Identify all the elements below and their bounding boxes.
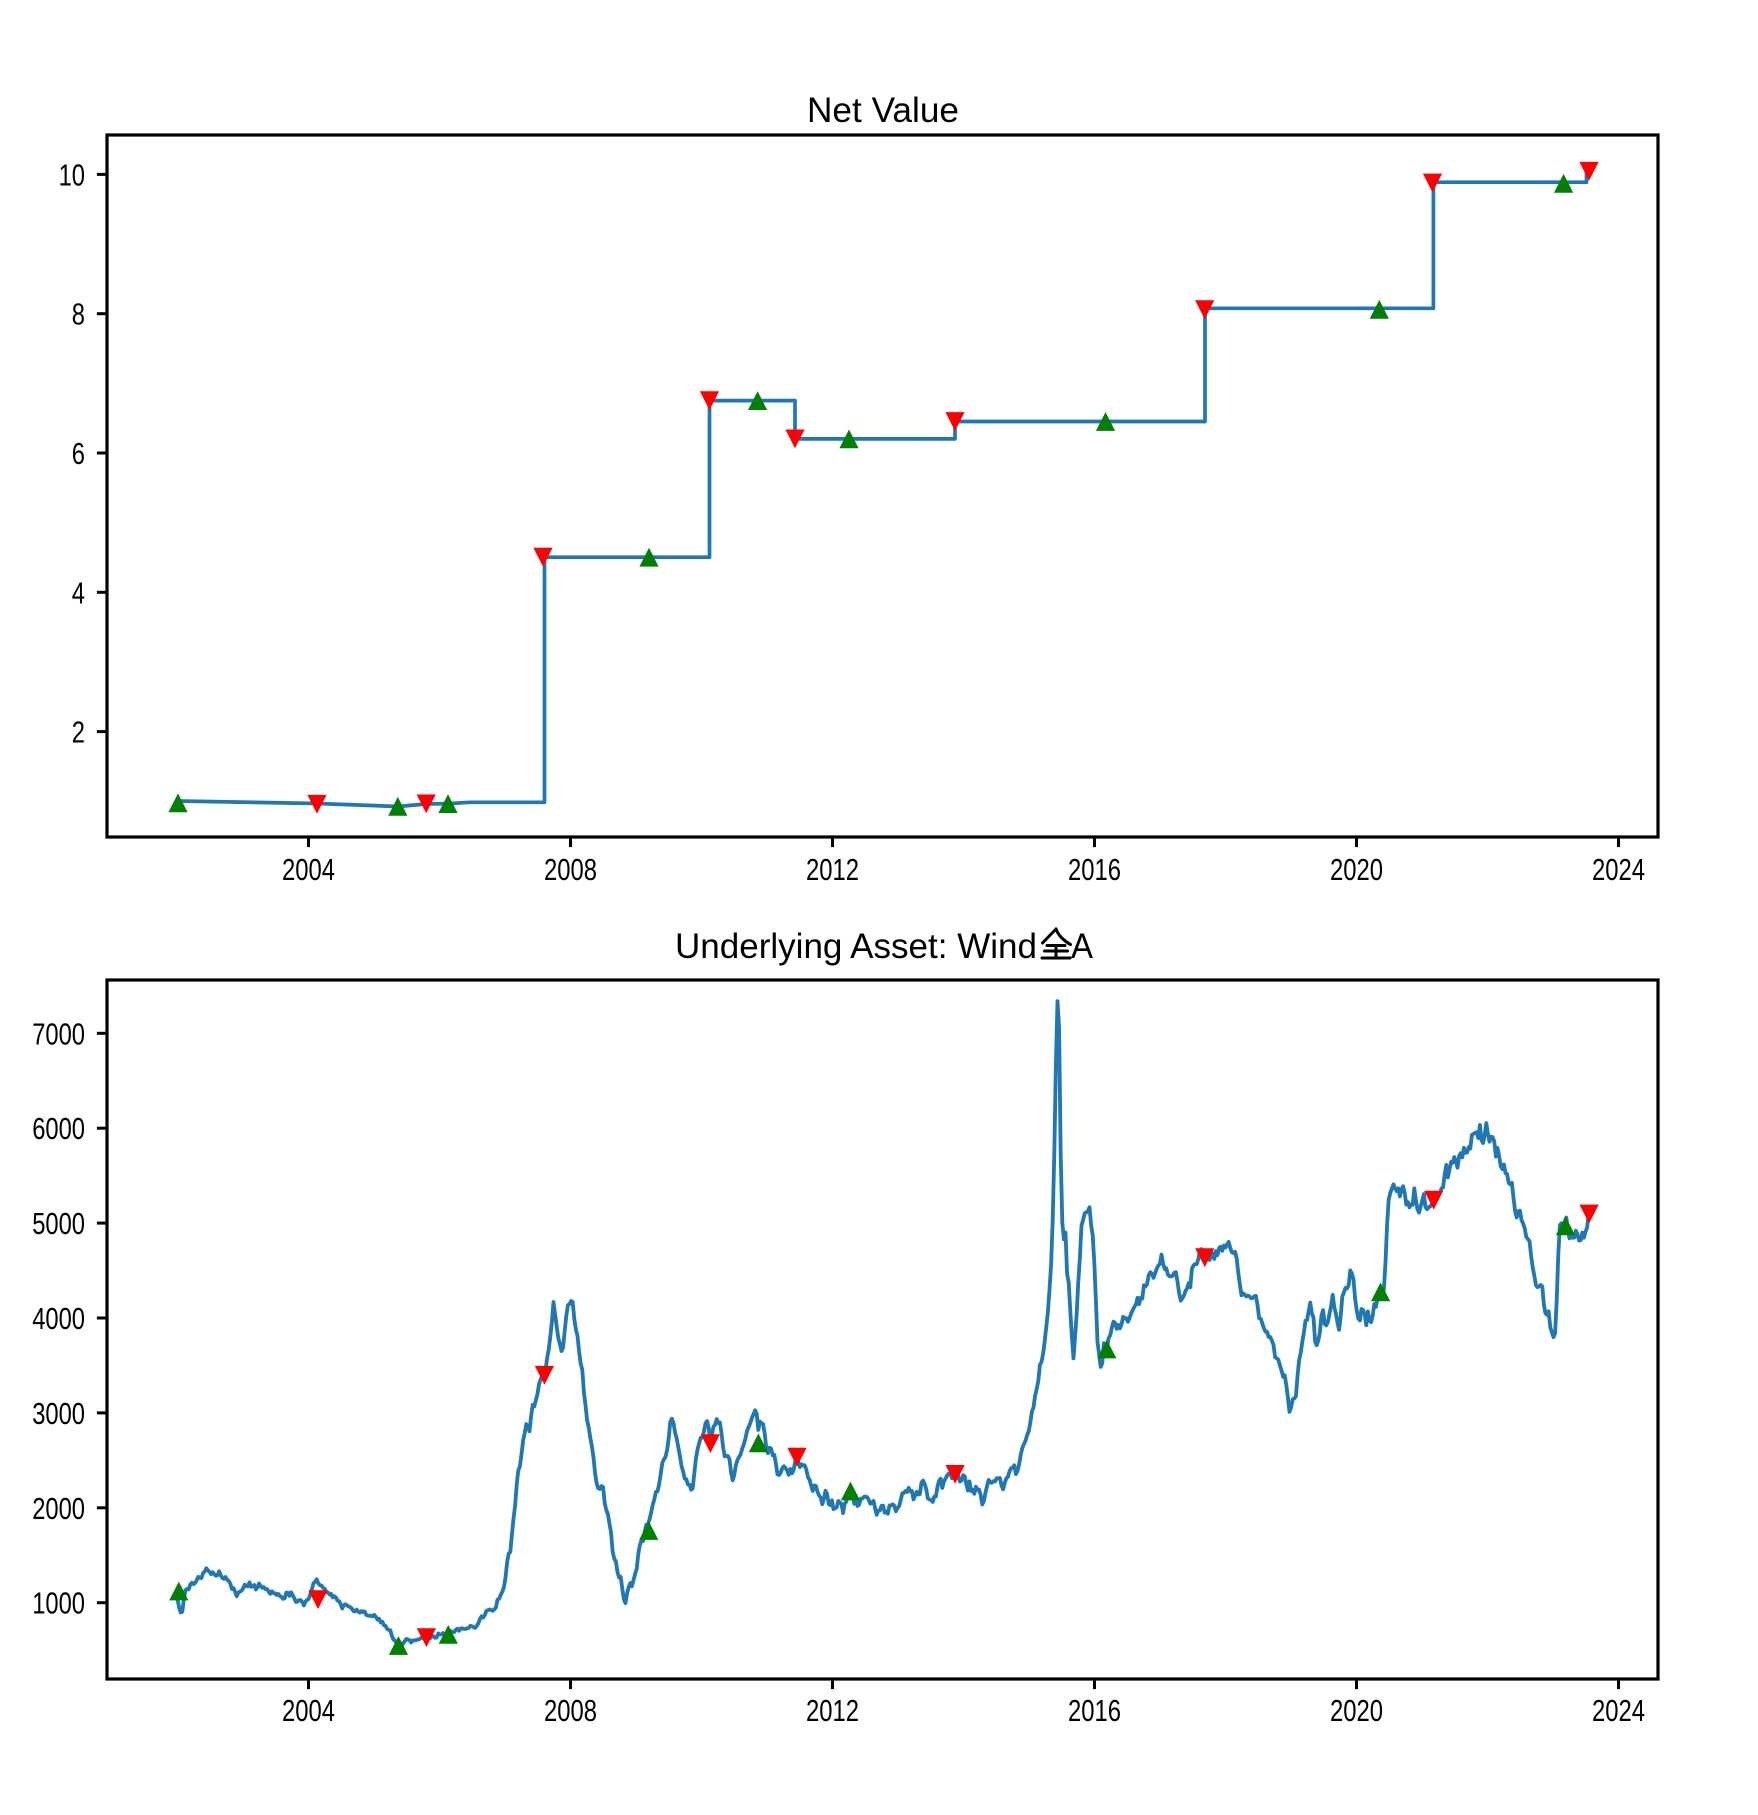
svg-text:2008: 2008 [544, 852, 597, 887]
svg-text:1000: 1000 [32, 1586, 85, 1621]
svg-text:4: 4 [72, 575, 85, 610]
svg-text:2024: 2024 [1592, 1693, 1645, 1728]
svg-text:2: 2 [72, 715, 85, 750]
svg-text:10: 10 [59, 157, 85, 192]
svg-text:Net Value: Net Value [807, 91, 959, 130]
svg-text:2020: 2020 [1330, 852, 1383, 887]
svg-text:7000: 7000 [32, 1016, 85, 1051]
svg-text:2016: 2016 [1068, 852, 1121, 887]
svg-text:2008: 2008 [544, 1693, 597, 1728]
svg-text:2020: 2020 [1330, 1693, 1383, 1728]
svg-text:2004: 2004 [282, 1693, 335, 1728]
svg-text:5000: 5000 [32, 1206, 85, 1241]
svg-text:A: A [1071, 927, 1094, 966]
svg-text:8: 8 [72, 297, 85, 332]
svg-text:2012: 2012 [806, 1693, 859, 1728]
svg-text:Underlying Asset: Wind: Underlying Asset: Wind [675, 927, 1037, 966]
svg-text:4000: 4000 [32, 1301, 85, 1336]
svg-text:3000: 3000 [32, 1396, 85, 1431]
svg-text:2000: 2000 [32, 1491, 85, 1526]
svg-text:2024: 2024 [1592, 852, 1645, 887]
svg-text:6: 6 [72, 436, 85, 471]
svg-text:6000: 6000 [32, 1111, 85, 1146]
svg-text:2016: 2016 [1068, 1693, 1121, 1728]
svg-text:2012: 2012 [806, 852, 859, 887]
svg-text:2004: 2004 [282, 852, 335, 887]
